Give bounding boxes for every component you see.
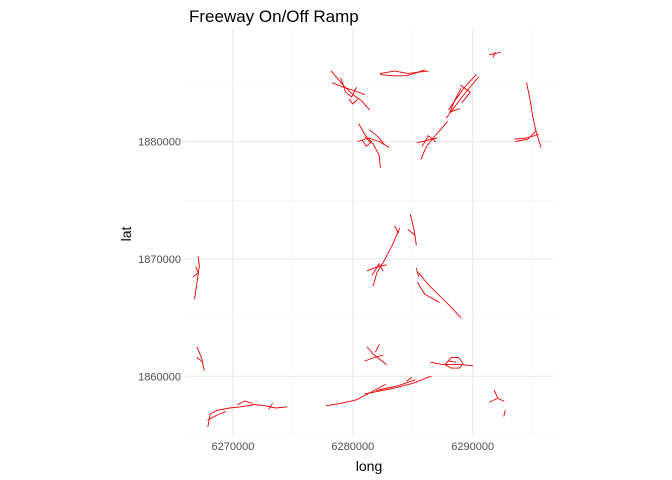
- ramp-path: [418, 272, 462, 319]
- ramp-path: [358, 123, 381, 168]
- y-axis-ticks: 1860000 1870000 1880000: [138, 137, 181, 384]
- y-tick-label: 1860000: [138, 371, 181, 383]
- ramp-south-diagonal: [325, 375, 432, 407]
- ramp-path: [237, 400, 253, 405]
- ramp-west-lower: [196, 346, 205, 371]
- grid-lines: [185, 30, 553, 436]
- x-tick-label: 6280000: [331, 441, 374, 453]
- ramp-path: [371, 263, 384, 276]
- ramp-path: [394, 225, 399, 234]
- ramp-path: [492, 51, 496, 58]
- ramp-path: [379, 70, 429, 74]
- ramp-east-loop: [430, 357, 474, 369]
- ramp-path: [325, 384, 386, 407]
- ramp-path: [489, 51, 501, 56]
- ramp-path: [421, 135, 436, 147]
- ramp-path: [330, 70, 371, 111]
- x-tick-label: 6270000: [212, 441, 255, 453]
- ramp-path: [415, 267, 420, 277]
- ramp-path: [331, 82, 366, 96]
- ramp-n-top: [379, 69, 429, 77]
- x-axis-title: long: [356, 458, 382, 474]
- ramp-path: [448, 360, 457, 363]
- ramp-path: [489, 398, 498, 403]
- ramp-center-mid: [366, 225, 401, 287]
- ramp-path: [364, 354, 384, 362]
- ramp-path: [348, 98, 359, 105]
- ramp-path: [196, 346, 205, 371]
- x-axis-ticks: 6270000 6280000 6290000: [212, 441, 495, 453]
- ramp-path: [192, 266, 199, 277]
- ramp-southwest-line: [207, 400, 288, 428]
- ramp-far-east: [514, 82, 542, 148]
- ramp-path: [372, 227, 401, 287]
- ramp-path: [406, 377, 413, 382]
- ramp-center-lower: [364, 344, 387, 366]
- ramp-ne-small: [489, 51, 501, 58]
- ramp-path: [340, 77, 357, 98]
- ramp-path: [409, 213, 417, 246]
- ramp-center-thin: [407, 213, 417, 246]
- ramp-path: [460, 84, 471, 104]
- x-tick-label: 6290000: [451, 441, 494, 453]
- ramp-path: [407, 229, 416, 236]
- ramp-path: [444, 357, 464, 369]
- ramp-path: [514, 134, 540, 140]
- y-tick-label: 1880000: [138, 137, 181, 149]
- ramp-center-cross: [357, 123, 390, 168]
- ramp-path: [375, 344, 380, 353]
- ramp-west-mid: [192, 256, 200, 300]
- ramp-path: [417, 281, 440, 303]
- ramp-path: [430, 361, 474, 367]
- ramp-path: [207, 404, 288, 428]
- y-axis-title: lat: [118, 227, 134, 242]
- ramp-path: [420, 121, 448, 160]
- ramp-ne-diagonal: [445, 74, 480, 119]
- y-tick-label: 1870000: [138, 254, 181, 266]
- ramp-path: [357, 137, 390, 148]
- ramp-path: [207, 411, 227, 421]
- chart-title: Freeway On/Off Ramp: [189, 7, 359, 26]
- ramp-path: [515, 130, 537, 142]
- ramp-path: [194, 256, 200, 300]
- ramp-path: [364, 375, 432, 395]
- ramp-path: [361, 136, 372, 147]
- ramp-path: [417, 137, 438, 144]
- ramp-ne-center: [417, 121, 448, 160]
- ramp-geometry: [192, 51, 542, 428]
- ramp-path: [493, 389, 505, 402]
- ramp-nw-interchange: [330, 70, 371, 111]
- ramp-path: [369, 129, 385, 145]
- ramp-path: [449, 88, 462, 113]
- ramp-path: [196, 357, 204, 363]
- ramp-path: [503, 409, 506, 417]
- ramp-path: [376, 379, 416, 391]
- ramp-path: [526, 82, 542, 148]
- ramp-path: [448, 74, 477, 111]
- ramp-southeast: [489, 389, 506, 417]
- ramp-east-diagonal: [415, 267, 462, 319]
- ramp-path: [268, 402, 273, 410]
